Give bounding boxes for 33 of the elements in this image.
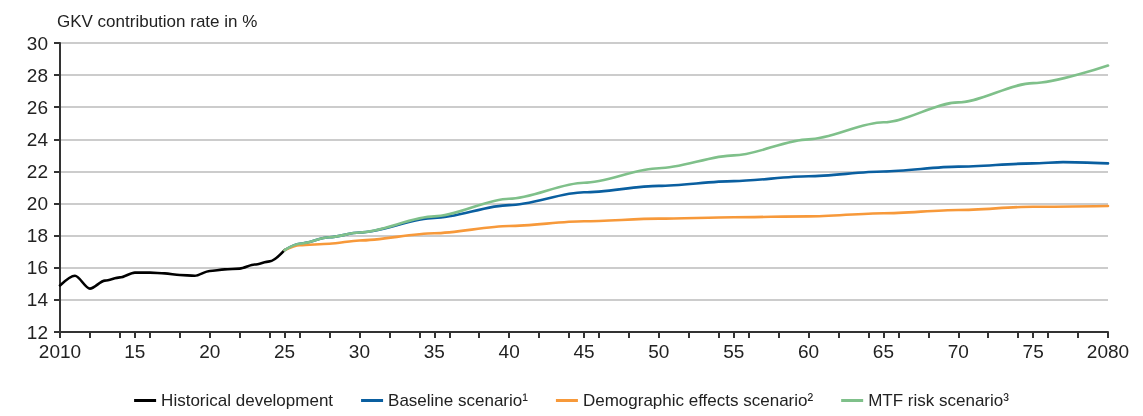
x-tick-label: 2010 — [38, 341, 82, 362]
legend-label: Demographic effects scenario² — [582, 391, 814, 410]
x-tick-label: 55 — [723, 341, 745, 362]
x-tick-label: 20 — [199, 341, 221, 362]
x-tick-label: 2080 — [1086, 341, 1130, 362]
x-tick-label: 70 — [947, 341, 969, 362]
x-tick-label: 30 — [348, 341, 370, 362]
y-tick-label: 18 — [26, 225, 48, 247]
y-tick-label: 26 — [26, 96, 48, 118]
x-tick-label: 65 — [872, 341, 894, 362]
y-tick-label: 14 — [26, 289, 49, 311]
y-tick-label: 22 — [26, 160, 48, 182]
x-tick-label: 25 — [274, 341, 296, 362]
x-tick-label: 15 — [124, 341, 146, 362]
line-series — [58, 248, 286, 290]
x-tick-label: 50 — [648, 341, 670, 362]
y-axis-title: GKV contribution rate in % — [57, 12, 258, 31]
legend-label: MTF risk scenario³ — [868, 391, 1010, 410]
y-tick-label: 16 — [26, 257, 48, 279]
line-series — [283, 204, 1110, 252]
x-tick-label: 40 — [498, 341, 520, 362]
x-tick-label: 45 — [573, 341, 595, 362]
legend-label: Historical development — [161, 391, 334, 410]
y-tick-label: 30 — [26, 32, 48, 54]
y-tick-label: 24 — [26, 128, 49, 150]
x-tick-label: 35 — [423, 341, 445, 362]
y-tick-label: 28 — [26, 64, 48, 86]
y-tick-label: 20 — [26, 193, 48, 215]
legend-label: Baseline scenario¹ — [388, 391, 529, 410]
x-tick-label: 60 — [798, 341, 820, 362]
x-tick-label: 75 — [1022, 341, 1044, 362]
y-tick-label: 12 — [26, 321, 48, 343]
line-series — [283, 64, 1110, 252]
